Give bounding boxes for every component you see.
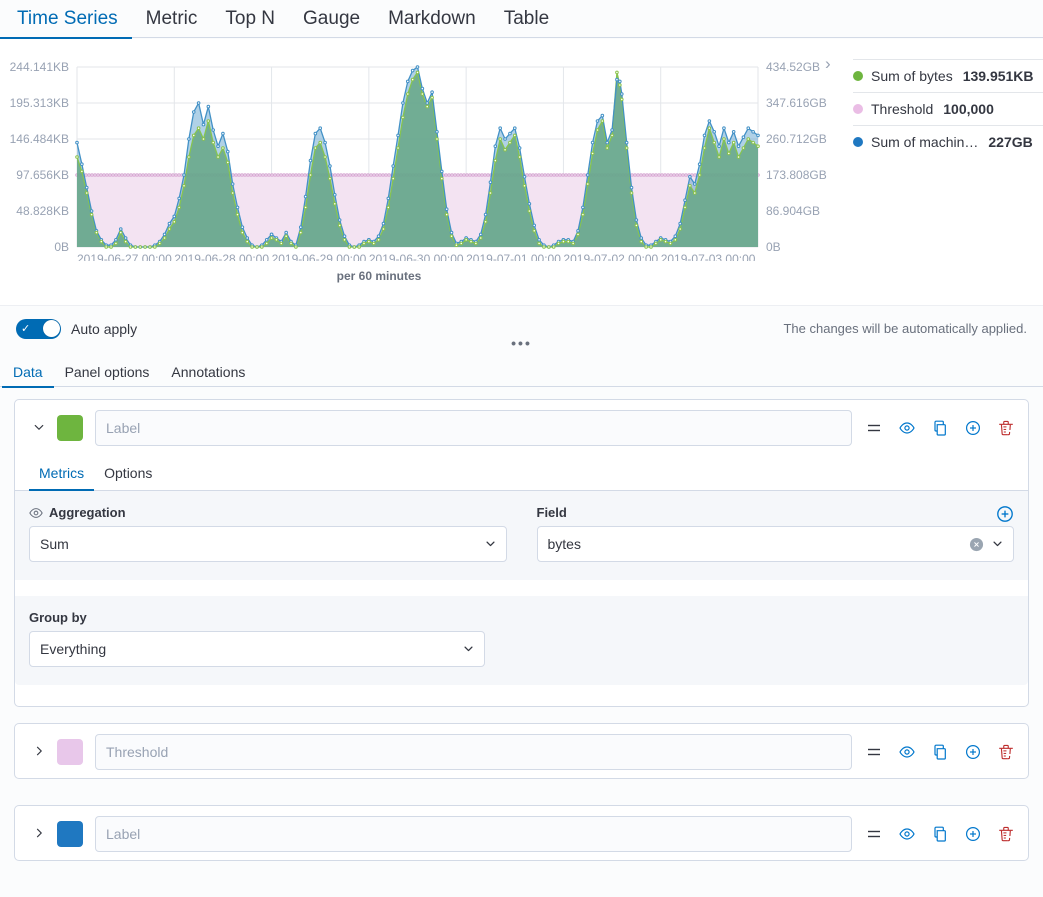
svg-text:48.828KB: 48.828KB: [16, 204, 69, 218]
svg-text:146.484KB: 146.484KB: [10, 132, 69, 146]
svg-text:2019-06-27 00:00: 2019-06-27 00:00: [77, 252, 172, 261]
svg-text:195.313KB: 195.313KB: [10, 96, 69, 110]
svg-text:2019-06-30 00:00: 2019-06-30 00:00: [369, 252, 464, 261]
svg-text:173.808GB: 173.808GB: [766, 168, 827, 182]
svg-text:2019-06-28 00:00: 2019-06-28 00:00: [174, 252, 269, 261]
svg-text:434.52GB: 434.52GB: [766, 60, 820, 74]
svg-text:97.656KB: 97.656KB: [16, 168, 69, 182]
svg-text:260.712GB: 260.712GB: [766, 132, 827, 146]
svg-text:347.616GB: 347.616GB: [766, 96, 827, 110]
svg-text:0B: 0B: [766, 240, 781, 254]
svg-text:2019-07-01 00:00: 2019-07-01 00:00: [466, 252, 561, 261]
svg-text:0B: 0B: [54, 240, 69, 254]
svg-text:2019-06-29 00:00: 2019-06-29 00:00: [272, 252, 367, 261]
svg-text:244.141KB: 244.141KB: [10, 60, 69, 74]
svg-text:86.904GB: 86.904GB: [766, 204, 820, 218]
svg-text:2019-07-02 00:00: 2019-07-02 00:00: [563, 252, 658, 261]
svg-text:2019-07-03 00:00: 2019-07-03 00:00: [661, 252, 756, 261]
